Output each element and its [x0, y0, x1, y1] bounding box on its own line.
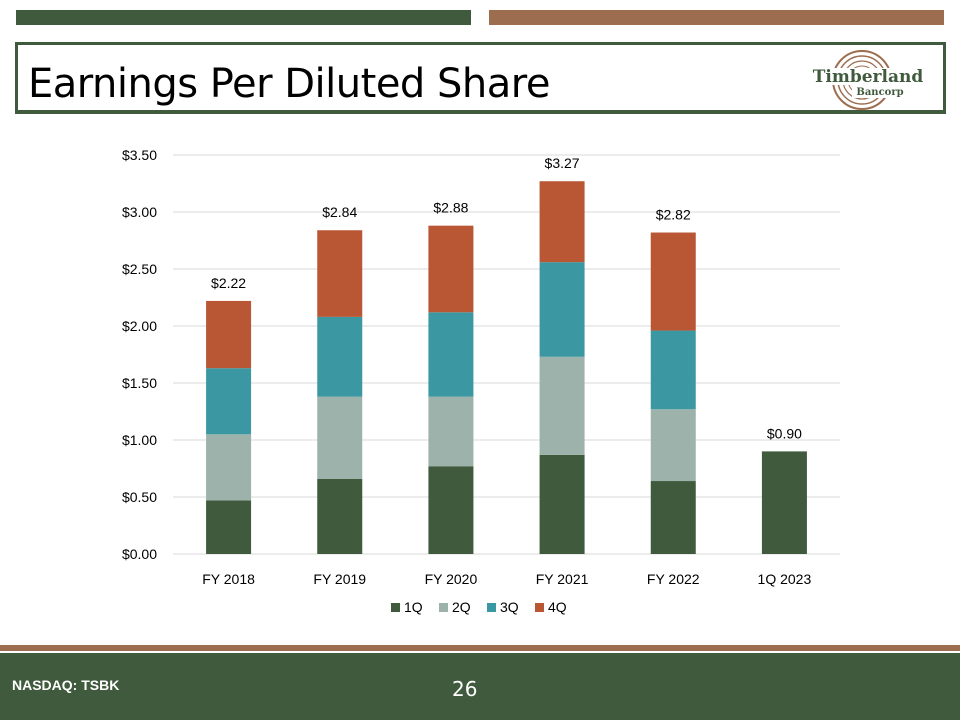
- x-tick-label: FY 2022: [647, 571, 700, 587]
- bar-2q-fy-2018: [206, 434, 252, 501]
- y-tick-label: $3.00: [122, 204, 157, 220]
- bar-1q-fy-2022: [650, 481, 696, 554]
- page-number: 26: [452, 677, 478, 701]
- bar-total-label: $2.84: [322, 204, 357, 220]
- logo-text-bancorp: Bancorp: [856, 87, 903, 98]
- bar-4q-fy-2020: [428, 225, 474, 313]
- timberland-logo: Timberland Bancorp: [800, 50, 930, 110]
- footer-accent-line: [0, 645, 960, 651]
- eps-chart: $0.00 $0.50 $1.00 $1.50 $2.00 $2.50 $3.00 $3.50…: [122, 147, 840, 615]
- bar-total-label: $3.27: [545, 155, 580, 171]
- x-tick-label: FY 2018: [202, 571, 255, 587]
- x-tick-label: 1Q 2023: [758, 571, 812, 587]
- y-tick-label: $1.50: [122, 375, 157, 391]
- legend-swatch-3q: [487, 603, 496, 612]
- bar-1q-1q-2023: [761, 451, 807, 554]
- x-tick-label: FY 2021: [536, 571, 589, 587]
- slide-title: Earnings Per Diluted Share: [28, 61, 550, 107]
- y-tick-label: $2.50: [122, 261, 157, 277]
- bar-3q-fy-2021: [539, 262, 585, 357]
- x-tick-label: FY 2019: [313, 571, 366, 587]
- bar-4q-fy-2022: [650, 232, 696, 331]
- title-box: Earnings Per Diluted Share Timberland Ba…: [15, 42, 946, 114]
- legend-swatch-4q: [535, 603, 544, 612]
- top-accent-bar-green: [16, 10, 471, 25]
- legend-label-1q: 1Q: [404, 599, 423, 615]
- bar-2q-fy-2021: [539, 356, 585, 455]
- bar-2q-fy-2020: [428, 396, 474, 467]
- bar-3q-fy-2019: [317, 316, 363, 397]
- footer-bar: NASDAQ: TSBK 26: [0, 653, 960, 720]
- x-tick-label: FY 2020: [425, 571, 478, 587]
- bar-total-label: $2.22: [211, 275, 246, 291]
- y-tick-label: $1.00: [122, 432, 157, 448]
- logo-text-timberland: Timberland: [813, 67, 924, 87]
- top-accent-bar-brown: [489, 10, 944, 25]
- y-tick-label: $2.00: [122, 318, 157, 334]
- y-tick-label: $3.50: [122, 147, 157, 163]
- bar-total-label: $0.90: [767, 425, 802, 441]
- legend-label-3q: 3Q: [500, 599, 519, 615]
- bar-total-label: $2.82: [656, 207, 691, 223]
- y-tick-label: $0.00: [122, 546, 157, 562]
- bar-4q-fy-2021: [539, 181, 585, 263]
- bar-2q-fy-2022: [650, 409, 696, 482]
- legend-swatch-2q: [439, 603, 448, 612]
- legend-swatch-1q: [391, 603, 400, 612]
- bar-3q-fy-2018: [206, 368, 252, 435]
- bar-3q-fy-2022: [650, 330, 696, 410]
- ticker-label: NASDAQ: TSBK: [12, 677, 120, 693]
- bar-total-label: $2.88: [433, 200, 468, 216]
- bar-3q-fy-2020: [428, 312, 474, 397]
- legend-label-2q: 2Q: [452, 599, 471, 615]
- bar-4q-fy-2018: [206, 300, 252, 369]
- y-tick-label: $0.50: [122, 489, 157, 505]
- bar-2q-fy-2019: [317, 396, 363, 479]
- legend-label-4q: 4Q: [548, 599, 567, 615]
- bar-1q-fy-2018: [206, 500, 252, 554]
- bar-1q-fy-2020: [428, 466, 474, 554]
- bar-4q-fy-2019: [317, 230, 363, 317]
- bar-1q-fy-2019: [317, 478, 363, 554]
- bar-1q-fy-2021: [539, 454, 585, 554]
